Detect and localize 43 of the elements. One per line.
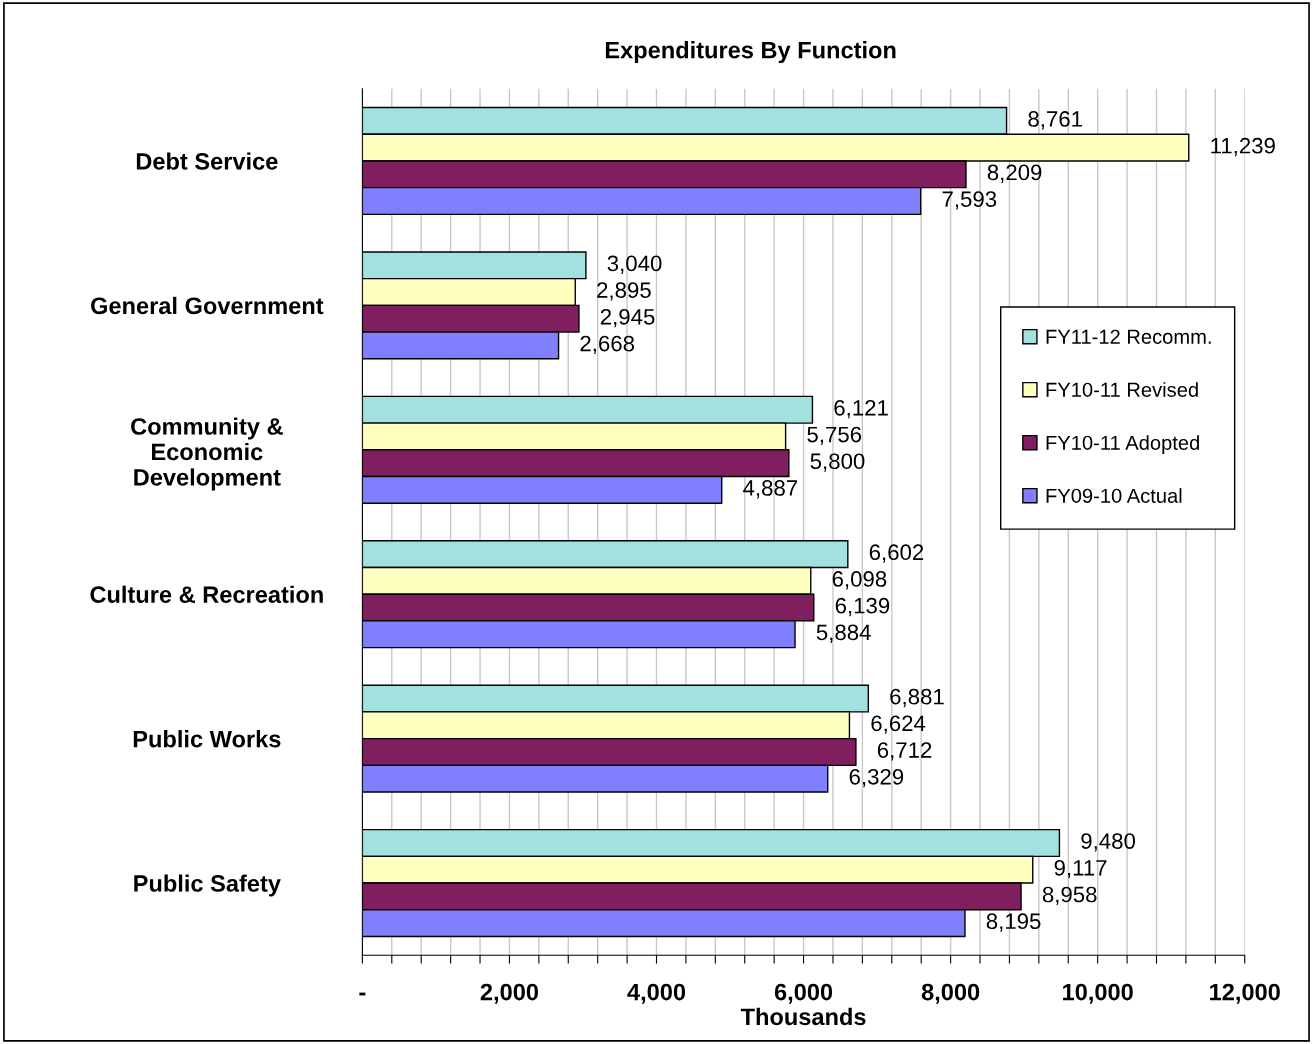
y-tick-label: General Government [91,296,324,315]
x-tick-label: - [359,992,366,996]
data-label: 8,958 [1042,886,1097,905]
data-label: 6,098 [832,571,887,590]
chart-title: Expenditures By Function [605,41,896,64]
data-label: 2,945 [600,308,655,328]
x-tick-label: 4,000 [627,983,686,1004]
data-label: 8,209 [987,164,1042,183]
data-label: 2,668 [580,335,635,355]
data-label: 6,329 [849,768,904,788]
x-tick-label: 8,000 [921,983,980,1004]
x-tick-label: 12,000 [1210,983,1280,1004]
legend-label: FY11-12 Recomm. [1046,329,1211,344]
data-label: 5,756 [807,426,862,446]
data-label: 6,602 [869,544,924,563]
y-tick-label: Community & Economic Development [131,417,283,491]
data-label: 3,040 [607,255,662,274]
x-axis-title: Thousands [740,1007,866,1026]
y-tick-label: Public Works [133,730,281,748]
y-tick-label: Debt Service [136,152,278,170]
legend-label: FY10-11 Adopted [1046,435,1199,454]
data-label: 4,887 [743,480,798,499]
data-label: 7,593 [942,191,997,210]
y-tick-label: Public Safety [134,874,281,897]
data-label: 8,195 [986,913,1041,932]
data-label: 9,117 [1054,859,1107,879]
y-tick-label: Culture & Recreation [90,585,323,603]
data-label: 9,480 [1081,833,1136,852]
data-label: 6,624 [871,715,926,734]
data-label: 5,800 [810,453,865,472]
x-tick-label: 10,000 [1063,983,1133,1004]
data-label: 6,139 [835,597,890,617]
data-label: 5,884 [816,624,871,643]
data-label: 6,712 [877,742,932,761]
data-label: 6,881 [890,688,944,708]
legend-label: FY10-11 Revised [1046,382,1198,397]
x-tick-label: 6,000 [774,983,833,1004]
data-label: 8,761 [1028,111,1082,130]
legend-label: FY09-10 Actual [1046,488,1182,503]
data-label: 2,895 [597,282,651,301]
data-label: 6,121 [834,399,888,419]
data-label: 11,239 [1211,137,1275,157]
x-tick-label: 2,000 [480,983,539,1004]
